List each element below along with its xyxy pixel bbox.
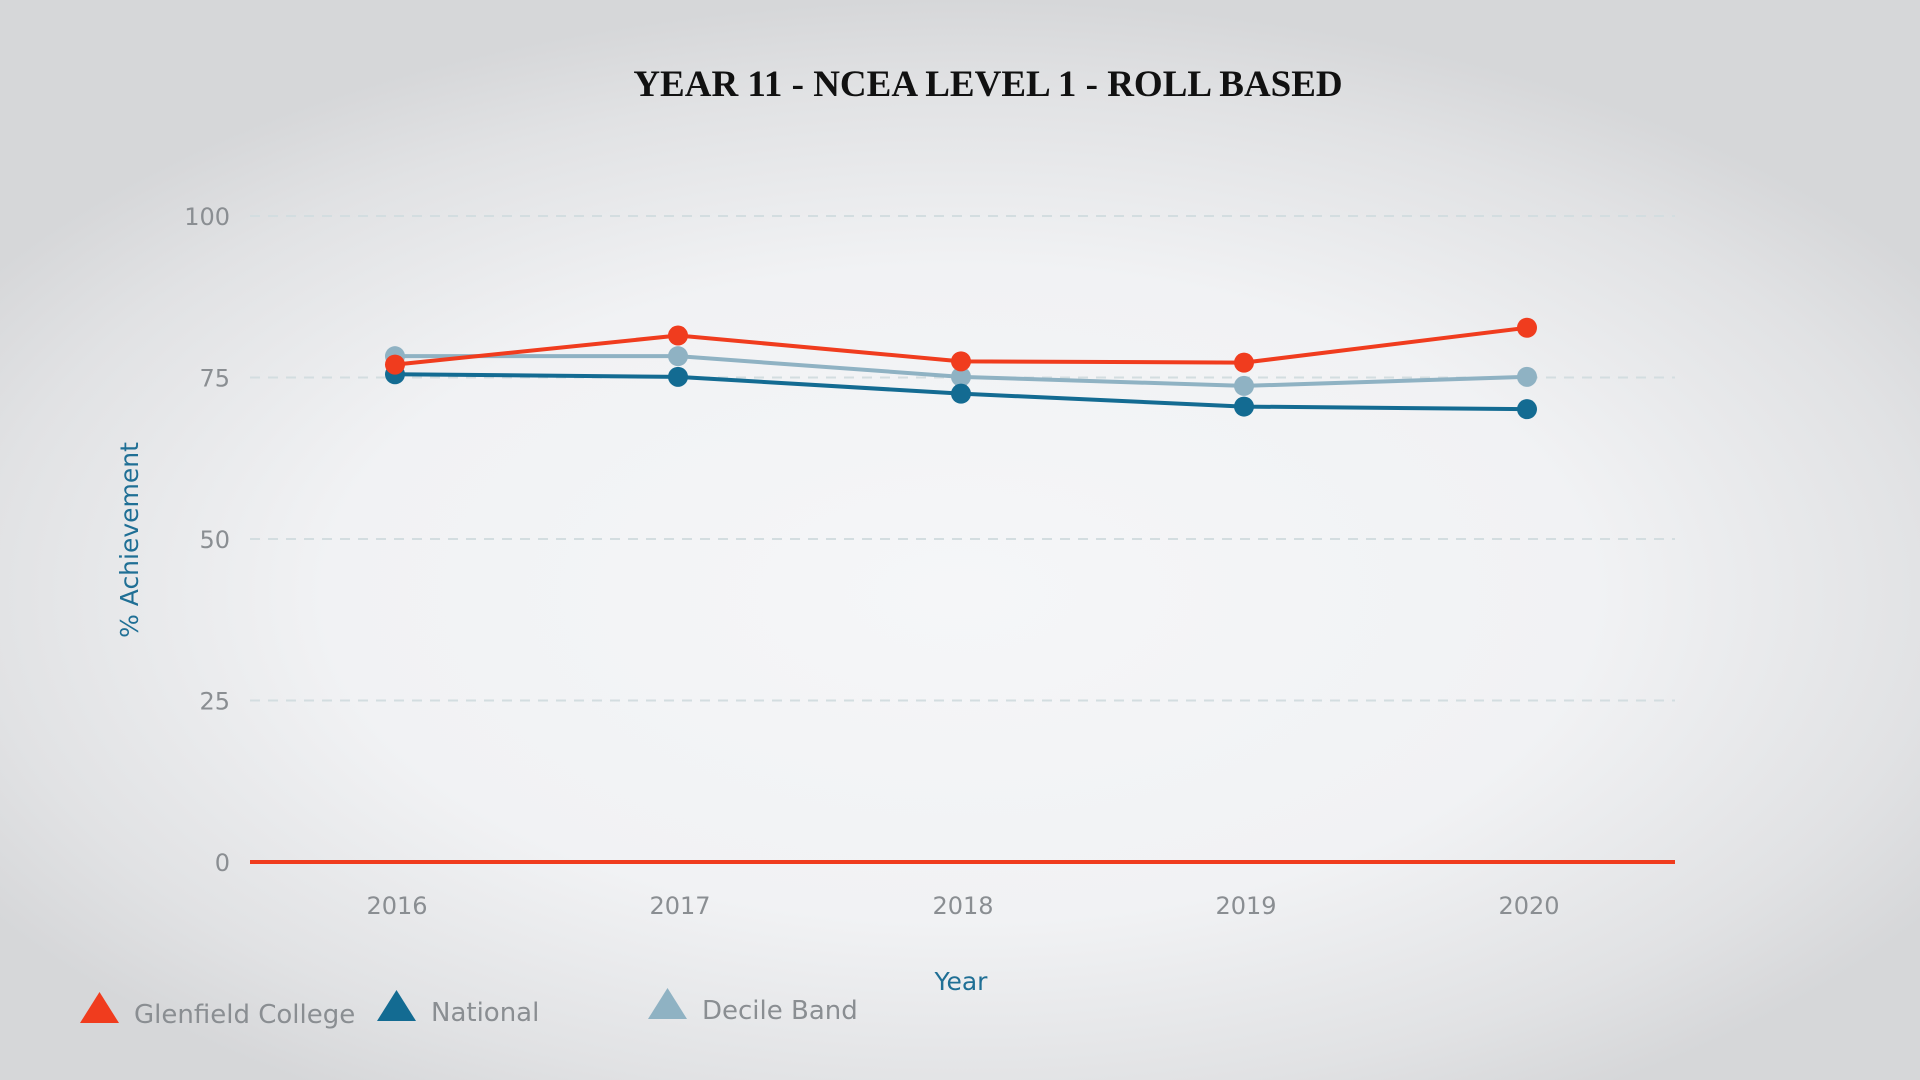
data-point	[951, 366, 971, 387]
chart-title: YEAR 11 - NCEA LEVEL 1 - ROLL BASED	[633, 64, 1342, 105]
data-point	[1234, 396, 1254, 417]
legend-triangle-icon	[80, 992, 119, 1023]
x-axis-ticks: 2016 2017 2018 2019 2020	[366, 892, 1559, 920]
y-tick-label: 50	[199, 526, 230, 554]
legend-triangle-icon	[648, 988, 687, 1019]
legend-triangle-icon	[377, 990, 416, 1021]
x-tick-label: 2016	[366, 892, 427, 920]
y-tick-label: 75	[199, 365, 230, 393]
y-axis-ticks: 0 25 50 75 100	[184, 203, 230, 877]
data-point	[668, 325, 688, 346]
data-point	[1234, 352, 1254, 373]
legend-label: Glenfield College	[134, 1000, 355, 1030]
legend-item: Decile Band	[648, 988, 858, 1026]
data-point	[1517, 317, 1537, 338]
data-point	[385, 354, 405, 375]
y-tick-label: 25	[199, 688, 230, 716]
gridlines	[250, 215, 1675, 864]
data-point	[951, 351, 971, 372]
y-tick-label: 100	[184, 203, 230, 231]
data-point	[1234, 375, 1254, 396]
x-tick-label: 2019	[1215, 892, 1276, 920]
legend-item: National	[377, 990, 539, 1028]
data-point	[1517, 366, 1537, 387]
x-tick-label: 2017	[649, 892, 710, 920]
legend-item: Glenfield College	[80, 992, 355, 1030]
data-point	[668, 346, 688, 367]
data-point	[668, 366, 688, 387]
y-axis-label: % Achievement	[115, 442, 144, 638]
series-glenfield-college	[385, 317, 1537, 375]
x-axis-label: Year	[934, 967, 989, 996]
legend-label: Decile Band	[702, 996, 858, 1026]
legend-label: National	[431, 998, 539, 1028]
series	[385, 317, 1537, 420]
x-tick-label: 2018	[932, 892, 993, 920]
x-tick-label: 2020	[1498, 892, 1559, 920]
legend: Glenfield College National Decile Band	[80, 988, 858, 1030]
y-tick-label: 0	[215, 849, 230, 877]
data-point	[951, 383, 971, 404]
data-point	[1517, 399, 1537, 420]
